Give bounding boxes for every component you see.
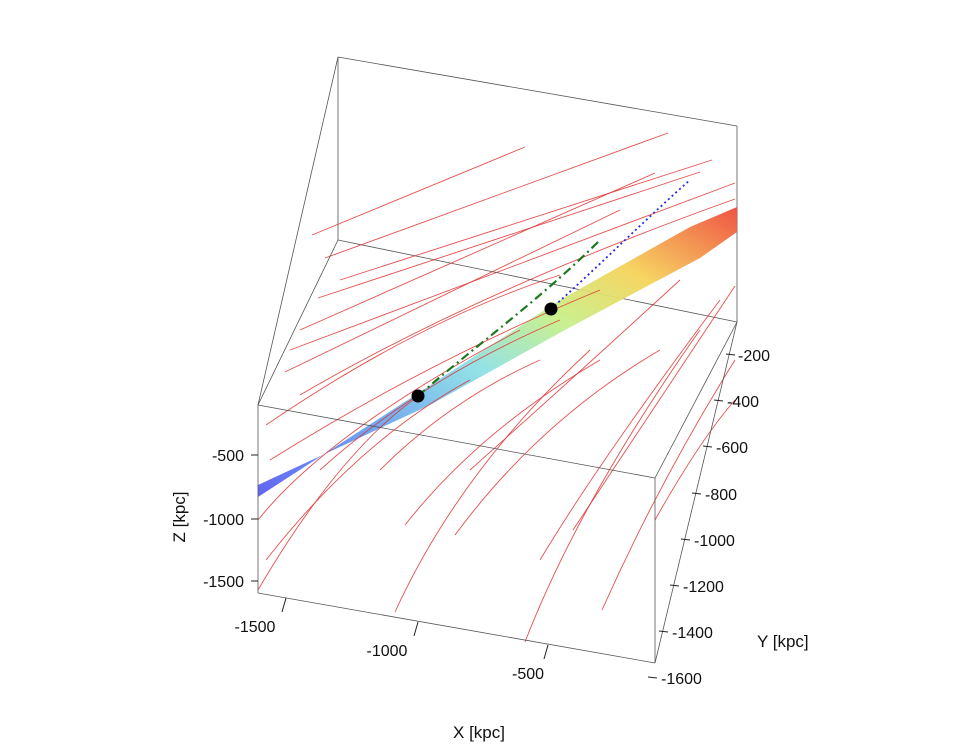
box-edge [337,239,738,323]
z-tick-label: -1500 [203,574,244,591]
trajectory-line [289,182,736,351]
y-tick-label: -600 [716,440,748,457]
y-tick-labels: -200 -400 -600 -800 -1000 -1200 -1400 -1… [661,348,770,688]
box-edge [337,56,738,127]
y-tick-mark [680,538,691,541]
trajectory-line [299,198,736,396]
x-tick-label: -500 [512,666,544,683]
trajectory-line [317,171,701,299]
trajectory-line [257,329,521,521]
x-axis-label: X [kpc] [453,723,505,742]
trajectory-line [379,359,541,471]
y-axis-ticks [647,353,736,679]
trajectory-line [469,279,681,471]
box-edge [257,592,656,664]
trajectory-line [299,172,656,331]
box-front-edges [257,321,738,664]
trajectory-line [454,349,661,536]
box-edge [654,321,738,664]
x-axis-ticks [281,597,549,660]
trajectory-lines [257,132,736,643]
trajectory-line [339,159,713,281]
y-tick-mark [658,630,669,633]
trajectory-line [404,359,601,526]
trajectory-line [654,399,736,521]
box-edge [257,239,339,406]
y-tick-mark [691,492,702,495]
trajectory-line [265,274,561,426]
x-tick-label: -1500 [235,619,276,636]
y-tick-mark [725,353,736,356]
trajectory-line [394,349,591,613]
trajectory-line [265,379,471,561]
trajectory-line [319,319,561,471]
marker-point [411,389,425,403]
box-edge [257,56,339,406]
box-edge [257,404,656,479]
trajectory-line [324,132,669,259]
z-axis-ticks [251,454,258,582]
x-tick-label: -1000 [367,643,408,660]
x-tick-mark [543,644,549,660]
y-tick-label: -400 [727,394,759,411]
surface-plane [258,207,737,497]
y-tick-mark [702,445,713,448]
y-axis-label: Y [kpc] [757,632,809,651]
trajectory-line [572,285,736,531]
trajectory-line [284,209,621,373]
trajectory-line [311,146,526,236]
marker-point [544,302,558,316]
y-tick-mark [647,676,658,679]
x-tick-mark [281,597,287,613]
box-edge [654,321,738,479]
z-tick-labels: -500 -1000 -1500 [203,448,244,591]
z-tick-label: -500 [212,448,244,465]
trajectory-line [539,299,721,561]
y-tick-label: -1400 [672,625,713,642]
y-tick-label: -1200 [683,579,724,596]
y-tick-label: -1000 [694,533,735,550]
trajectory-line [257,394,421,591]
z-axis-label: Z [kpc] [170,491,189,542]
y-tick-mark [669,584,680,587]
y-tick-label: -1600 [661,671,702,688]
x-tick-mark [413,621,419,637]
y-tick-mark [713,399,724,402]
x-tick-labels: -1500 -1000 -500 [235,619,545,683]
trajectory-line [524,329,701,643]
green-path [417,239,601,397]
y-tick-label: -200 [738,348,770,365]
z-tick-label: -1000 [203,512,244,529]
y-tick-label: -800 [705,487,737,504]
trajectory-line [601,359,736,611]
